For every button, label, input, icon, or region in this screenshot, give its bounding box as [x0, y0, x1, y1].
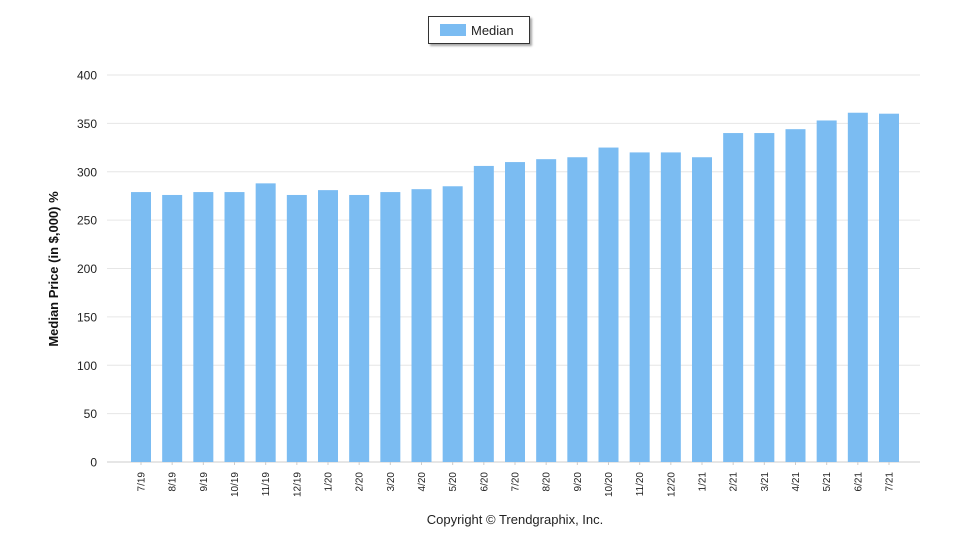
- bar: [318, 190, 338, 462]
- x-tick-label: 7/20: [511, 472, 522, 492]
- bar: [473, 165, 494, 462]
- bar: [754, 133, 775, 463]
- bar: [816, 120, 837, 462]
- bar: [629, 152, 650, 462]
- bar: [131, 192, 151, 462]
- x-tick-label: 11/20: [635, 472, 646, 497]
- bars: [131, 112, 899, 463]
- y-axis-title: Median Price (in $,000) %: [46, 191, 61, 347]
- y-tick-label: 250: [77, 214, 97, 228]
- bar: [255, 183, 276, 463]
- y-tick-label: 350: [77, 117, 97, 131]
- bar: [442, 186, 463, 462]
- copyright-text: Copyright © Trendgraphix, Inc.: [426, 512, 604, 527]
- bar: [785, 129, 806, 462]
- x-tick-label: 2/20: [355, 472, 366, 492]
- x-tick-label: 8/19: [168, 472, 179, 492]
- y-tick-label: 100: [77, 359, 97, 373]
- y-tick-label: 300: [77, 165, 97, 179]
- x-tick-label: 5/20: [448, 472, 459, 492]
- y-tick-label: 50: [84, 407, 98, 421]
- bar: [723, 133, 744, 463]
- x-tick-label: 8/20: [542, 472, 553, 492]
- bar: [692, 157, 712, 463]
- bar: [536, 159, 557, 463]
- bar: [380, 192, 401, 462]
- bar: [162, 194, 183, 462]
- x-tick-label: 2/21: [729, 472, 740, 492]
- bar: [349, 194, 370, 462]
- bar: [847, 112, 868, 462]
- legend-swatch: [440, 24, 466, 36]
- bar: [879, 113, 899, 462]
- x-tick-label: 12/19: [292, 472, 303, 497]
- x-tick-label: 5/21: [822, 472, 833, 492]
- x-tick-label: 11/19: [261, 472, 272, 497]
- y-tick-label: 150: [77, 310, 97, 324]
- legend-label: Median: [471, 22, 514, 38]
- x-tick-label: 7/19: [137, 472, 148, 492]
- y-tick-label: 0: [90, 456, 97, 470]
- x-tick-labels: 7/19 8/19 9/19 10/19 11/19 12/19 1/20 2/20 3/20 4…: [137, 472, 896, 497]
- x-tick-label: 1/21: [698, 472, 709, 492]
- x-tick-label: 1/20: [324, 472, 335, 492]
- x-tick-label: 9/20: [573, 472, 584, 492]
- x-tick-label: 6/21: [853, 472, 864, 492]
- axes: [107, 461, 920, 465]
- x-tick-label: 4/21: [791, 472, 802, 492]
- legend: Median: [428, 16, 530, 44]
- bar: [411, 189, 432, 463]
- x-tick-label: 3/21: [760, 472, 771, 492]
- x-tick-label: 10/20: [604, 472, 615, 497]
- x-tick-label: 7/21: [885, 472, 896, 492]
- bar: [193, 192, 214, 462]
- x-tick-label: 6/20: [479, 472, 490, 492]
- x-tick-label: 4/20: [417, 472, 428, 492]
- x-tick-label: 3/20: [386, 472, 397, 492]
- y-tick-label: 200: [77, 262, 97, 276]
- x-tick-label: 9/19: [199, 472, 210, 492]
- bar: [286, 194, 307, 462]
- y-tick-labels: 0 50 100 150 200 250 300 350 400: [77, 69, 97, 470]
- bar: [224, 192, 245, 462]
- bar: [660, 152, 681, 462]
- bar: [598, 147, 619, 462]
- bar: [567, 157, 588, 463]
- y-tick-label: 400: [77, 69, 97, 83]
- bar: [505, 162, 525, 462]
- x-tick-label: 12/20: [666, 472, 677, 497]
- x-tick-label: 10/19: [230, 472, 241, 497]
